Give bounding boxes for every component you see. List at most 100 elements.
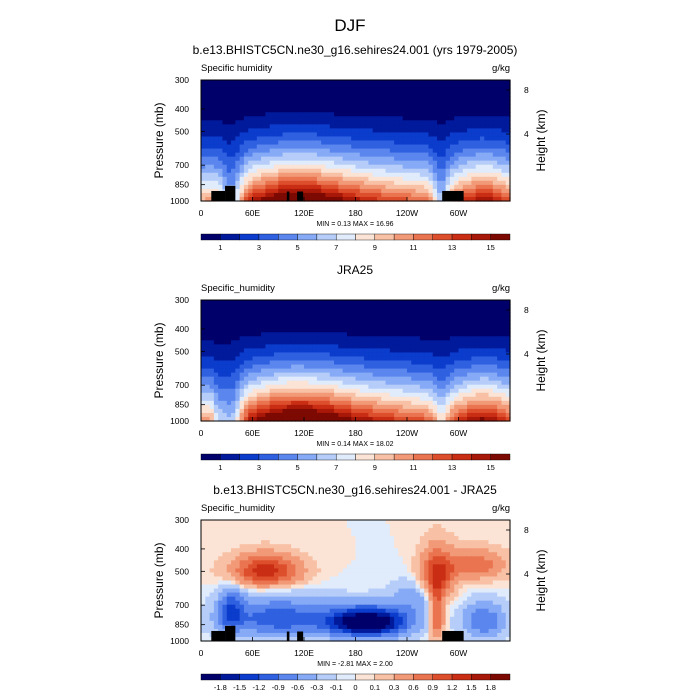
heatmap-cell	[411, 348, 417, 354]
heatmap-cell	[286, 92, 292, 97]
heatmap-cell	[449, 344, 455, 349]
heatmap-cell	[398, 96, 404, 101]
heatmap-cell	[492, 412, 498, 418]
heatmap-cell	[308, 308, 314, 313]
heatmap-cell	[299, 404, 305, 410]
terrain-mask	[211, 190, 226, 201]
heatmap-cell	[462, 392, 468, 398]
heatmap-cell	[261, 528, 266, 533]
heatmap-cell	[381, 112, 387, 117]
heatmap-cell	[398, 536, 404, 541]
heatmap-cell	[355, 548, 361, 553]
heatmap-cell	[419, 392, 425, 398]
heatmap-cell	[231, 536, 236, 541]
heatmap-cell	[278, 360, 284, 366]
heatmap-cell	[351, 132, 357, 138]
heatmap-cell	[428, 380, 434, 386]
heatmap-cell	[265, 416, 271, 422]
heatmap-cell	[402, 388, 408, 394]
heatmap-cell	[402, 368, 408, 374]
heatmap-cell	[312, 156, 318, 162]
heatmap-cell	[282, 96, 288, 101]
heatmap-cell	[419, 188, 425, 194]
heatmap-cell	[458, 544, 464, 549]
heatmap-cell	[385, 88, 391, 93]
heatmap-cell	[424, 140, 430, 146]
heatmap-cell	[359, 136, 365, 142]
heatmap-cell	[432, 388, 438, 394]
heatmap-cell	[342, 548, 348, 553]
heatmap-cell	[295, 376, 301, 382]
heatmap-cell	[458, 368, 464, 374]
heatmap-cell	[304, 164, 309, 170]
heatmap-cell	[376, 400, 382, 406]
heatmap-cell	[261, 544, 266, 549]
heatmap-cell	[321, 108, 327, 113]
heatmap-cell	[256, 532, 262, 537]
heatmap-cell	[273, 188, 279, 194]
heatmap-cell	[475, 360, 481, 366]
heatmap-cell	[359, 324, 365, 329]
heatmap-cell	[381, 320, 387, 325]
heatmap-cell	[368, 168, 374, 174]
heatmap-cell	[286, 388, 292, 394]
heatmap-cell	[479, 324, 485, 329]
heatmap-cell	[471, 192, 477, 198]
heatmap-cell	[475, 84, 481, 89]
heatmap-cell	[282, 116, 288, 121]
x-tick-label: 0	[199, 208, 204, 218]
heatmap-cell	[342, 172, 348, 178]
heatmap-cell	[445, 356, 451, 362]
heatmap-cell	[334, 160, 339, 166]
heatmap-cell	[316, 80, 322, 85]
heatmap-cell	[243, 412, 249, 418]
heatmap-cell	[492, 308, 498, 313]
heatmap-cell	[304, 140, 309, 146]
heatmap-cell	[231, 540, 236, 545]
heatmap-cell	[248, 404, 254, 410]
heatmap-cell	[484, 380, 490, 386]
heatmap-cell	[402, 92, 408, 97]
heatmap-cell	[243, 88, 249, 93]
heatmap-cell	[213, 168, 219, 174]
heatmap-cell	[218, 168, 224, 174]
heatmap-cell	[415, 536, 421, 541]
heatmap-cell	[501, 540, 507, 545]
heatmap-cell	[389, 156, 395, 162]
heatmap-cell	[205, 188, 211, 194]
heatmap-cell	[398, 304, 404, 309]
heatmap-cell	[299, 328, 305, 333]
heatmap-cell	[407, 120, 412, 125]
heatmap-cell	[458, 136, 464, 142]
heatmap-cell	[286, 108, 292, 113]
heatmap-cell	[304, 520, 309, 525]
heatmap-cell	[321, 536, 327, 541]
heatmap-cell	[205, 400, 211, 406]
heatmap-cell	[252, 116, 258, 121]
heatmap-cell	[304, 344, 309, 349]
heatmap-cell	[304, 404, 309, 410]
heatmap-cell	[239, 404, 245, 410]
heatmap-cell	[364, 304, 369, 309]
heatmap-cell	[355, 188, 361, 194]
heatmap-cell	[222, 132, 228, 138]
heatmap-cell	[213, 164, 219, 170]
heatmap-cell	[497, 316, 503, 321]
heatmap-cell	[389, 520, 395, 525]
heatmap-cell	[265, 136, 271, 142]
heatmap-cell	[402, 352, 408, 358]
heatmap-cell	[351, 364, 357, 370]
heatmap-cell	[424, 412, 430, 418]
heatmap-cell	[226, 84, 232, 89]
heatmap-cell	[467, 196, 472, 202]
heatmap-cell	[364, 172, 369, 178]
heatmap-cell	[321, 324, 327, 329]
heatmap-cell	[248, 164, 254, 170]
heatmap-cell	[411, 408, 417, 414]
heatmap-cell	[218, 176, 224, 182]
heatmap-cell	[346, 540, 352, 545]
heatmap-cell	[325, 96, 331, 101]
heatmap-cell	[437, 412, 442, 418]
heatmap-cell	[437, 312, 442, 317]
